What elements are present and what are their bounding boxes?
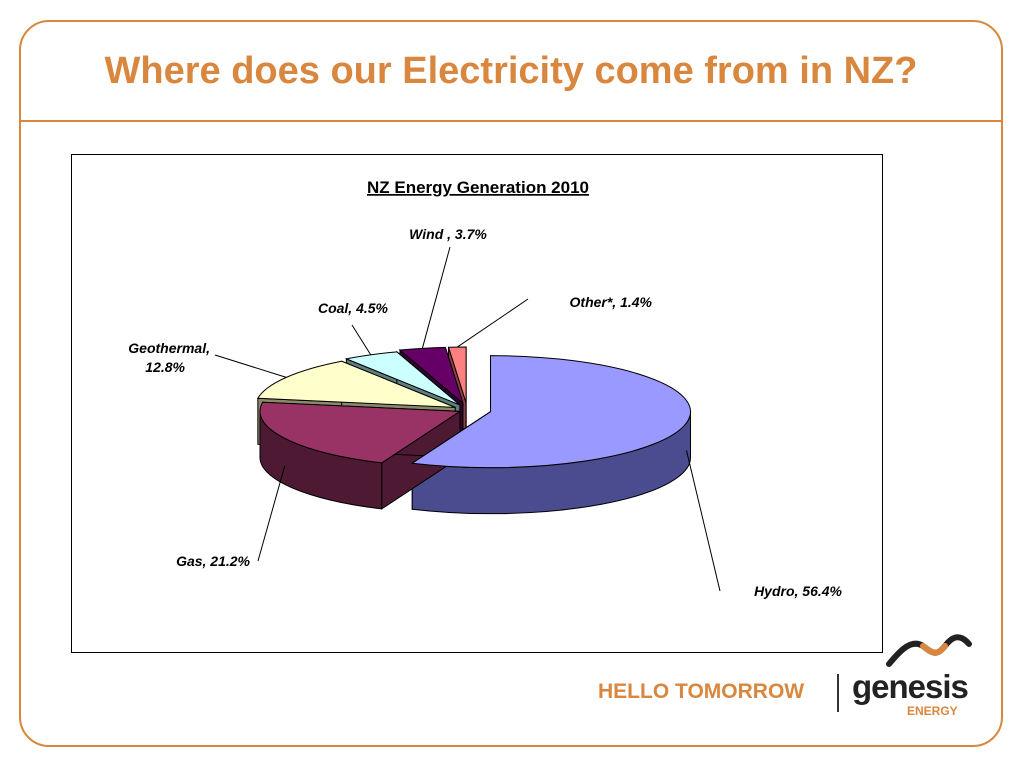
- slice-label: Coal, 4.5%: [318, 300, 389, 316]
- tagline: HELLO TOMORROW: [598, 680, 805, 703]
- slide-frame: [19, 20, 1003, 747]
- pie-chart: NZ Energy Generation 2010 Hydro, 56.4% Ga…: [71, 154, 883, 653]
- brand-name: genesis: [852, 668, 969, 705]
- leader-line: [457, 298, 529, 348]
- chart-title: NZ Energy Generation 2010: [367, 178, 589, 197]
- slice-label: Hydro, 56.4%: [754, 583, 842, 599]
- pie-leader-lines: [214, 246, 721, 592]
- brand-subname: ENERGY: [907, 704, 958, 718]
- leader-line: [686, 450, 721, 592]
- genesis-wave-logo-icon: [886, 634, 972, 667]
- pie-slices: [256, 346, 692, 469]
- pie-labels: Hydro, 56.4% Gas, 21.2% Geothermal, 12.8% Co…: [128, 226, 842, 599]
- brand-divider: [837, 674, 839, 712]
- slice-label: Geothermal, 12.8%: [128, 340, 210, 375]
- leader-line: [421, 246, 451, 349]
- pie-slice-geothermal: [256, 360, 456, 408]
- leader-line: [257, 465, 286, 562]
- pie-slice-hydro: [410, 355, 692, 469]
- slice-label: Wind , 3.7%: [409, 226, 487, 242]
- leader-line: [351, 324, 372, 356]
- leader-line: [214, 354, 287, 378]
- pie-chart-svg: NZ Energy Generation 2010 Hydro, 56.4% Ga…: [128, 178, 842, 599]
- title-divider: [19, 120, 1003, 122]
- pie-slice-coal: [344, 351, 461, 406]
- slice-label: Other*, 1.4%: [570, 294, 653, 310]
- brand-footer: HELLO TOMORROW genesis ENERGY: [590, 630, 980, 730]
- slide-title: Where does our Electricity come from in …: [104, 50, 918, 92]
- slice-label: Gas, 21.2%: [176, 553, 250, 569]
- pie-slice-gas: [259, 401, 462, 464]
